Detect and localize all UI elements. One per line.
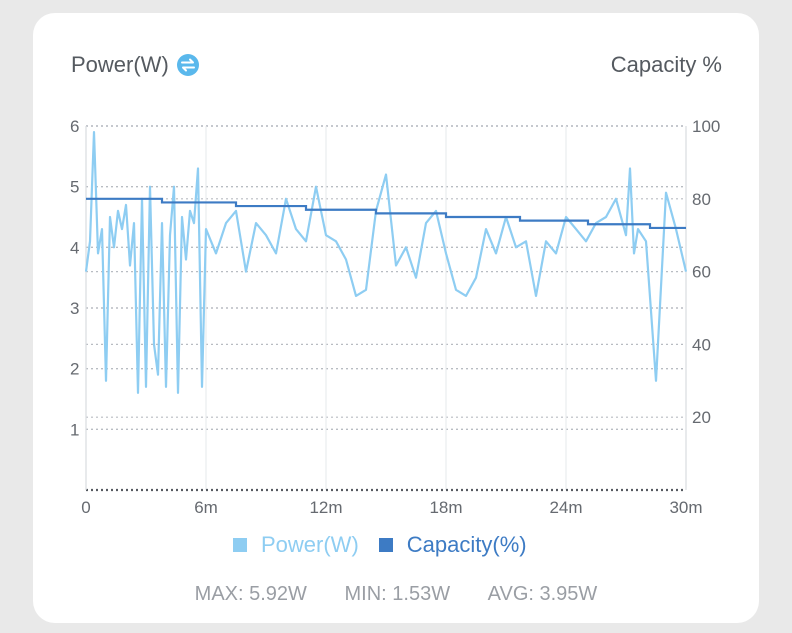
stat-avg: AVG: 3.95W — [487, 583, 598, 605]
capacity-axis-label: Capacity % — [610, 52, 722, 77]
y-left-tick-label: 6 — [70, 117, 79, 136]
capacity-swatch — [378, 538, 393, 552]
x-tick-label: 18m — [429, 498, 462, 517]
x-tick-label: 6m — [194, 498, 218, 517]
x-tick-label: 12m — [309, 498, 342, 517]
x-tick-label: 30m — [669, 498, 702, 517]
y-left-tick-label: 5 — [70, 178, 79, 197]
y-left-tick-label: 1 — [70, 420, 79, 439]
legend: Power(W) Capacity(%) — [233, 532, 547, 558]
power-axis-label: Power(W) — [71, 52, 169, 77]
y-left-tick-label: 3 — [70, 299, 79, 318]
y-left-tick-label: 2 — [70, 360, 79, 379]
y-left-tick-label: 4 — [70, 238, 79, 257]
legend-item-power[interactable]: Power(W) — [233, 532, 359, 558]
stat-min: MIN: 1.53W — [344, 583, 451, 605]
y-right-tick-label: 80 — [692, 190, 711, 209]
power-series-line — [84, 131, 688, 394]
capacity-series-line — [86, 197, 686, 230]
x-tick-label: 24m — [549, 498, 582, 517]
legend-capacity-label: Capacity(%) — [406, 532, 527, 557]
y-right-tick-label: 100 — [692, 117, 720, 136]
y-right-tick-label: 20 — [692, 408, 711, 427]
y-right-tick-label: 40 — [692, 335, 711, 354]
swap-arrows-icon[interactable] — [176, 54, 199, 76]
power-swatch — [233, 538, 247, 552]
y-right-tick-label: 60 — [692, 263, 711, 282]
legend-power-label: Power(W) — [261, 532, 359, 557]
x-tick-label: 0 — [81, 498, 90, 517]
legend-item-capacity[interactable]: Capacity(%) — [378, 532, 527, 558]
stat-max: MAX: 5.92W — [194, 583, 307, 605]
stats-row: MAX: 5.92W MIN: 1.53W AVG: 3.95W — [0, 583, 792, 606]
left-axis-title: Power(W) — [71, 52, 199, 78]
